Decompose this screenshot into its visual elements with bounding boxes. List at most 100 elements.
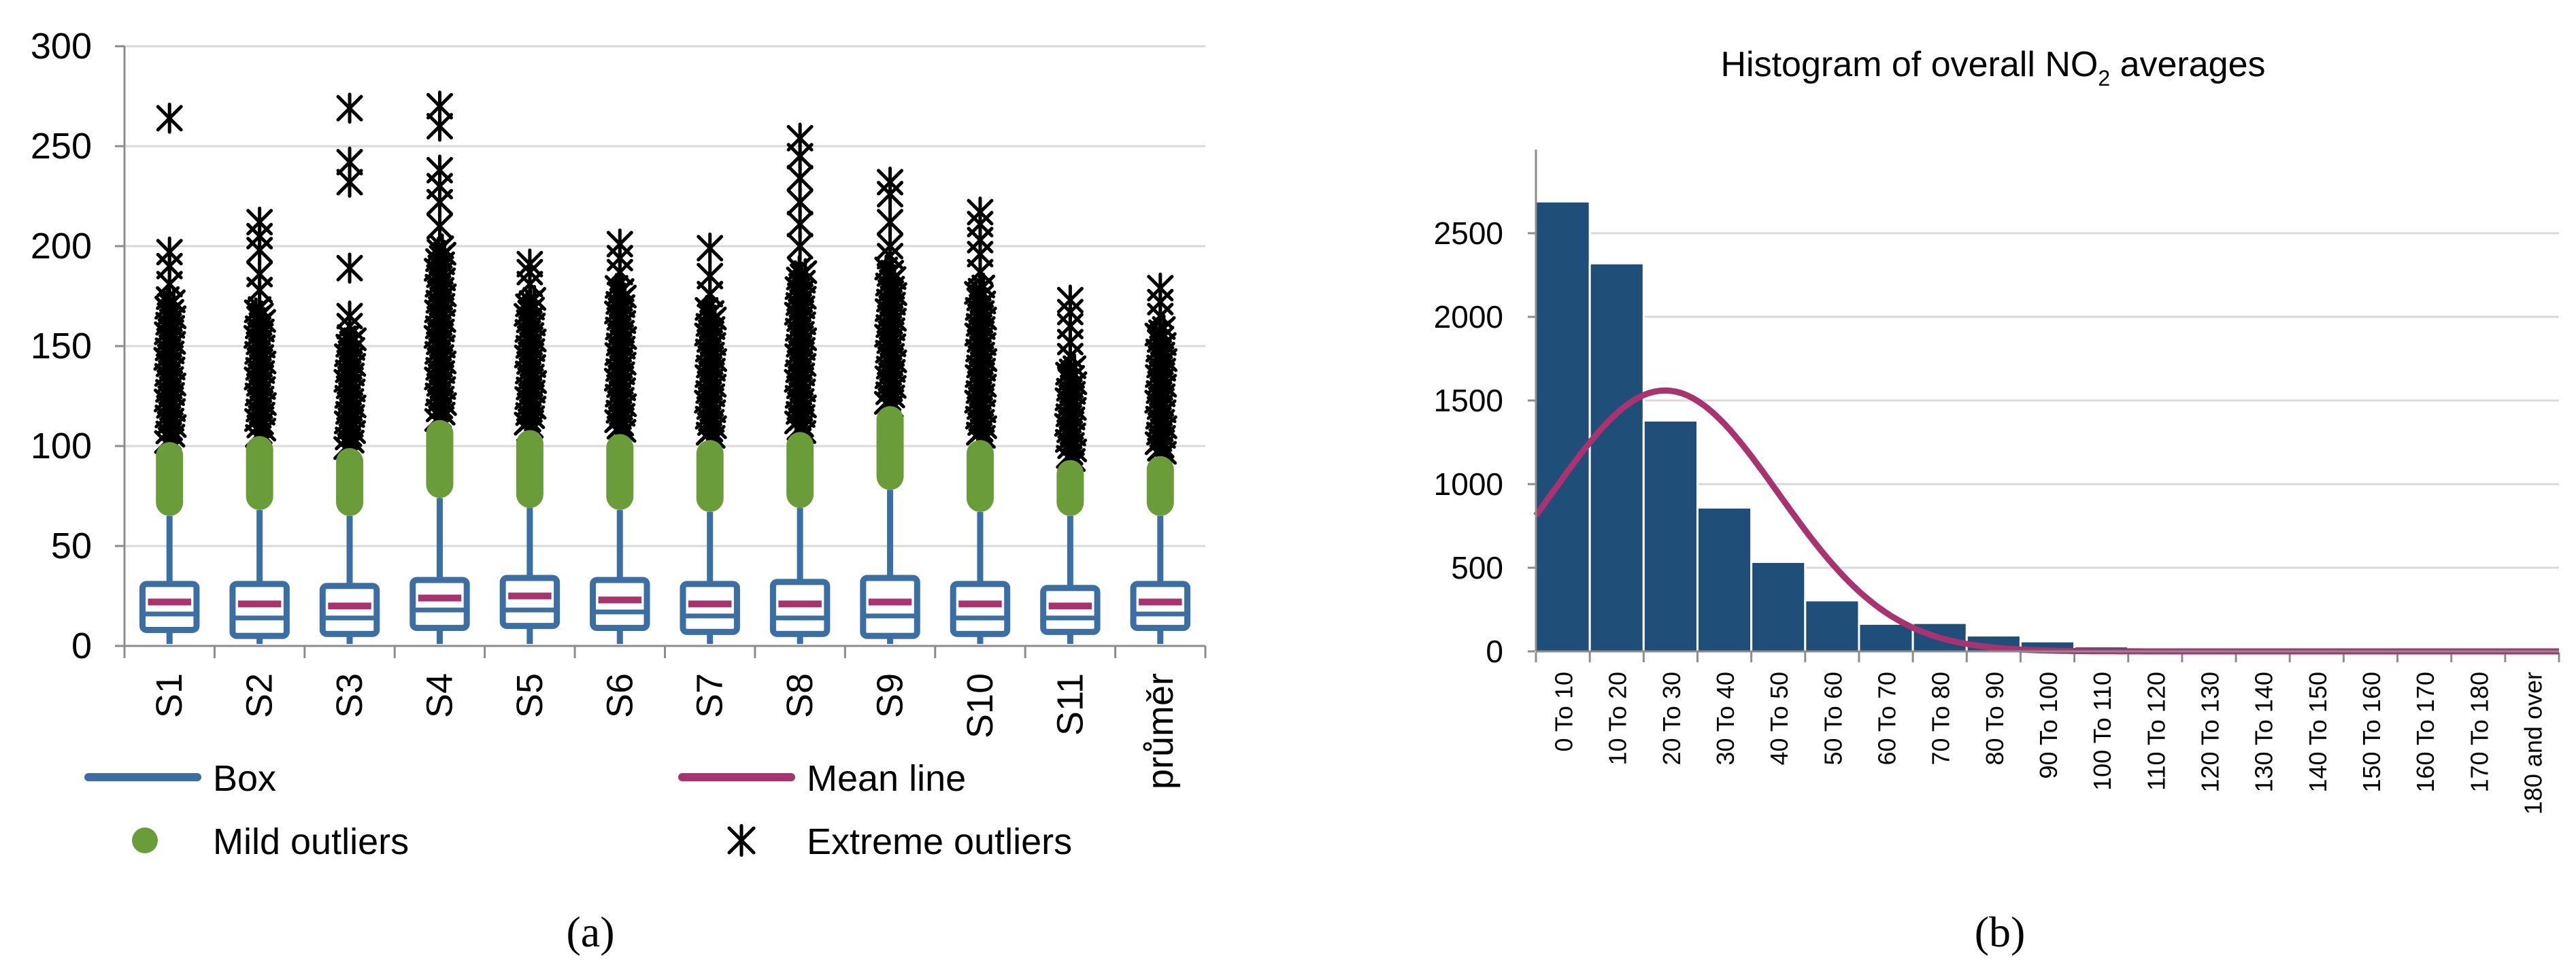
extreme-outlier-cluster (603, 273, 637, 448)
histogram-x-tick-label: 70 To 80 (1927, 672, 1955, 765)
extreme-outlier-cluster (514, 285, 548, 444)
box-body (860, 575, 920, 639)
legend-extreme-star (727, 823, 756, 857)
histogram-bar (1750, 560, 1807, 653)
histogram-y-tick-label: 1000 (1434, 466, 1503, 502)
extreme-outlier (786, 122, 814, 154)
histogram-x-tick-label: 60 To 70 (1873, 672, 1901, 765)
legend-mild-outlier-swatch (132, 827, 158, 853)
histogram-title-subscript: 2 (2098, 66, 2110, 90)
extreme-outlier (967, 197, 994, 228)
mild-outliers (696, 440, 724, 513)
box-průměr (1130, 272, 1191, 645)
histogram-y-tick-label: 0 (1486, 634, 1503, 669)
histogram-x-tick-label: 130 To 140 (2250, 672, 2278, 793)
histogram-gridlines (1528, 232, 2560, 662)
box-plot-y-tick-label: 250 (31, 126, 92, 167)
legend-mean-label: Mean line (807, 758, 966, 799)
box-plot-x-tick-label: S7 (690, 673, 731, 718)
extreme-outlier-cluster (153, 284, 187, 456)
histogram-x-tick-label: 140 To 150 (2304, 672, 2332, 793)
histogram-panel: Histogram of overall NO2 averages 0 500 10… (1434, 45, 2560, 956)
box-S7 (680, 233, 740, 645)
box-body (229, 581, 290, 639)
box-body (139, 581, 200, 633)
extreme-outlier (246, 206, 273, 238)
box-plot-x-tick-label: S4 (419, 673, 460, 718)
histogram-bars (1535, 200, 2560, 653)
box-plot-y-tick-label: 100 (31, 426, 92, 466)
box-plot-x-tick-label: S10 (960, 673, 1001, 738)
box-body (950, 581, 1011, 637)
box-plot-x-tick-label: S1 (149, 673, 190, 718)
box-S8 (769, 122, 831, 645)
extreme-outlier (697, 260, 724, 292)
histogram-x-tick-label: 100 To 110 (2088, 672, 2116, 791)
extreme-outlier-cluster (1144, 314, 1178, 471)
extreme-outlier (336, 252, 363, 284)
caption-b: (b) (1975, 908, 2026, 956)
histogram-bar (1535, 200, 1591, 653)
histogram-y-tick-labels: 0 500 1000 1500 2000 2500 (1434, 216, 1503, 669)
histogram-bar (1804, 599, 1860, 653)
extreme-outlier (1056, 284, 1084, 316)
box-body (499, 575, 561, 630)
box-plot-gridlines (115, 45, 1207, 658)
box-body (1130, 581, 1191, 632)
box-body (1040, 585, 1101, 635)
box-S2 (229, 206, 290, 645)
histogram-x-tick-label: 10 To 20 (1604, 672, 1632, 765)
mild-outliers (876, 406, 904, 490)
histogram-x-tick-label: 30 To 40 (1711, 672, 1739, 765)
histogram-y-tick-label: 2000 (1434, 299, 1503, 335)
histogram-x-tick-label: 110 To 120 (2142, 672, 2170, 791)
extreme-outlier-cluster (694, 294, 728, 454)
box-S9 (860, 167, 920, 645)
legend-extreme-outlier-swatch (727, 823, 756, 857)
mild-outliers (156, 442, 184, 516)
box-plot-y-tick-label: 50 (51, 526, 92, 566)
histogram-x-tick-label: 90 To 100 (2035, 672, 2062, 779)
box-S4 (409, 90, 470, 645)
box-plot-x-tick-label: S11 (1050, 673, 1090, 736)
box-body (680, 581, 740, 635)
histogram-x-tick-label: 120 To 130 (2196, 672, 2224, 793)
extreme-outlier (877, 206, 904, 238)
box-plot-panel: 0 50 100 150 200 250 300 S1 S2 S3 S4 S5 S6 S7 S8 S9 S10… (31, 26, 1207, 956)
histogram-title-suffix: averages (2110, 45, 2265, 84)
box-plot-x-tick-label: S2 (239, 673, 280, 718)
mild-outliers (1146, 456, 1174, 516)
extreme-outlier-cluster (333, 322, 367, 462)
extreme-outlier (156, 102, 183, 134)
legend-extreme-label: Extreme outliers (807, 821, 1072, 862)
extreme-outlier (336, 146, 363, 178)
mild-outliers (606, 434, 634, 511)
box-body (319, 583, 380, 637)
box-plot-x-tick-label: S5 (509, 673, 550, 718)
box-plot-y-tick-label: 150 (31, 326, 92, 366)
box-S10 (950, 197, 1011, 645)
box-S3 (319, 92, 380, 645)
histogram-bar (1642, 420, 1699, 653)
histogram-x-tick-label: 150 To 160 (2358, 672, 2386, 793)
box-plot-x-tick-label: průměr (1140, 673, 1181, 789)
histogram-y-tick-label: 2500 (1434, 216, 1503, 251)
extreme-outlier (697, 233, 724, 264)
box-S6 (590, 228, 650, 645)
box-S5 (499, 248, 561, 645)
histogram-x-tick-label: 20 To 30 (1658, 672, 1686, 765)
mild-outliers (246, 436, 273, 511)
box-plot-x-tick-label: S8 (780, 673, 820, 718)
mild-outliers (1056, 460, 1084, 516)
box-S1 (139, 102, 200, 645)
histogram-x-tick-label: 40 To 50 (1765, 672, 1793, 765)
histogram-x-tick-label: 80 To 90 (1981, 672, 2009, 765)
box-S11 (1040, 284, 1101, 645)
extreme-outlier-cluster (243, 294, 277, 450)
histogram-bar (1588, 262, 1645, 653)
extreme-outlier-cluster (423, 233, 457, 434)
extreme-outlier-cluster (964, 272, 998, 454)
histogram-y-tick-label: 500 (1451, 550, 1503, 585)
box-body (590, 577, 650, 632)
